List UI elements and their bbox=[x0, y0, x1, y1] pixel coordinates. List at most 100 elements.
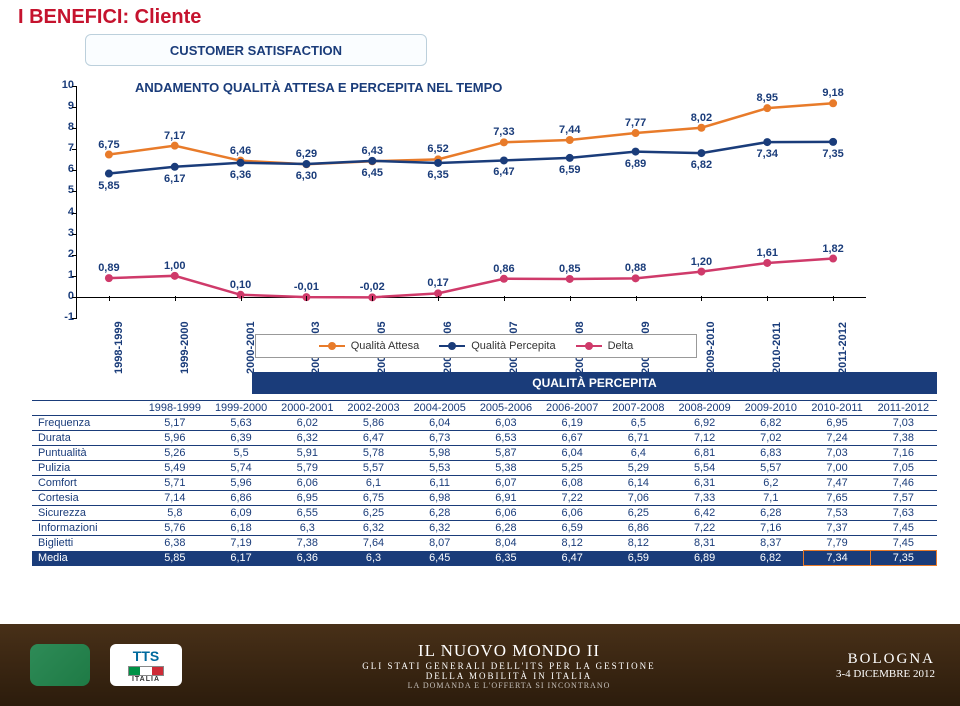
point-label: 6,75 bbox=[91, 139, 127, 151]
x-tick-mark bbox=[109, 296, 110, 301]
table-header-row: 1998-19991999-20002000-20012002-20032004… bbox=[32, 401, 937, 416]
y-tick-mark bbox=[72, 107, 77, 108]
point-label: 6,17 bbox=[157, 173, 193, 185]
series-marker bbox=[697, 149, 705, 157]
table-cell: 7,00 bbox=[804, 461, 870, 476]
table-cell: 6,98 bbox=[407, 491, 473, 506]
footer-center: IL NUOVO MONDO II GLI STATI GENERALI DEL… bbox=[182, 641, 836, 690]
subtitle: CUSTOMER SATISFACTION bbox=[170, 43, 342, 58]
y-tick-label: 7 bbox=[38, 142, 74, 154]
table-cell: 7,53 bbox=[804, 506, 870, 521]
point-label: -0,01 bbox=[288, 281, 324, 293]
media-cell: 6,36 bbox=[274, 551, 340, 566]
table-cell: 6,19 bbox=[539, 416, 605, 431]
column-header: 2008-2009 bbox=[671, 401, 737, 416]
table-title-band: QUALITÀ PERCEPITA bbox=[252, 372, 937, 394]
y-tick-label: 10 bbox=[38, 79, 74, 91]
table-cell: 7,47 bbox=[804, 476, 870, 491]
table-cell: 5,87 bbox=[473, 446, 539, 461]
series-marker bbox=[105, 170, 113, 178]
table-cell: 6,92 bbox=[671, 416, 737, 431]
x-tick-mark bbox=[570, 296, 571, 301]
flag-green bbox=[129, 667, 140, 675]
table-cell: 6,28 bbox=[738, 506, 804, 521]
table-cell: 6,42 bbox=[671, 506, 737, 521]
table-cell: 6,06 bbox=[539, 506, 605, 521]
table-cell: 6,86 bbox=[605, 521, 671, 536]
table-cell: 6,55 bbox=[274, 506, 340, 521]
y-tick-label: 3 bbox=[38, 227, 74, 239]
y-tick-mark bbox=[72, 149, 77, 150]
row-label: Durata bbox=[32, 431, 142, 446]
y-tick-label: 8 bbox=[38, 121, 74, 133]
table-cell: 6,59 bbox=[539, 521, 605, 536]
series-marker bbox=[500, 138, 508, 146]
y-tick-mark bbox=[72, 276, 77, 277]
table-cell: 7,45 bbox=[870, 536, 936, 551]
table-cell: 6,71 bbox=[605, 431, 671, 446]
table-cell: 5,98 bbox=[407, 446, 473, 461]
table-cell: 6,06 bbox=[473, 506, 539, 521]
footer-banner: TTS ITALIA IL NUOVO MONDO II GLI STATI G… bbox=[0, 624, 960, 706]
table-cell: 7,33 bbox=[671, 491, 737, 506]
footer-city: BOLOGNA bbox=[836, 651, 935, 668]
y-tick-label: -1 bbox=[38, 311, 74, 323]
column-header: 2002-2003 bbox=[340, 401, 406, 416]
media-cell: 5,85 bbox=[142, 551, 208, 566]
y-tick-mark bbox=[72, 213, 77, 214]
point-label: 6,82 bbox=[683, 159, 719, 171]
point-label: 7,33 bbox=[486, 126, 522, 138]
table-cell: 7,38 bbox=[274, 536, 340, 551]
row-label: Biglietti bbox=[32, 536, 142, 551]
point-label: 0,86 bbox=[486, 263, 522, 275]
table-row: Frequenza5,175,636,025,866,046,036,196,5… bbox=[32, 416, 937, 431]
table-row: Biglietti6,387,197,387,648,078,048,128,1… bbox=[32, 536, 937, 551]
media-cell: 6,3 bbox=[340, 551, 406, 566]
quality-table: QUALITÀ PERCEPITA 1998-19991999-20002000… bbox=[32, 372, 937, 566]
table-cell: 6,06 bbox=[274, 476, 340, 491]
row-label: Sicurezza bbox=[32, 506, 142, 521]
point-label: 1,61 bbox=[749, 247, 785, 259]
y-tick-mark bbox=[72, 297, 77, 298]
x-tick-mark bbox=[438, 296, 439, 301]
point-label: 6,30 bbox=[288, 170, 324, 182]
table-cell: 5,91 bbox=[274, 446, 340, 461]
series-marker bbox=[829, 255, 837, 263]
point-label: 1,82 bbox=[815, 243, 851, 255]
category-label: 2010-2011 bbox=[771, 322, 783, 374]
series-marker bbox=[500, 156, 508, 164]
table-cell: 7,22 bbox=[539, 491, 605, 506]
table-cell: 5,49 bbox=[142, 461, 208, 476]
x-tick-mark bbox=[241, 296, 242, 301]
table-cell: 5,79 bbox=[274, 461, 340, 476]
y-tick-label: 4 bbox=[38, 206, 74, 218]
table-cell: 7,06 bbox=[605, 491, 671, 506]
point-label: 5,85 bbox=[91, 180, 127, 192]
table-cell: 6,38 bbox=[142, 536, 208, 551]
table-cell: 6,09 bbox=[208, 506, 274, 521]
point-label: 0,89 bbox=[91, 262, 127, 274]
point-label: 7,34 bbox=[749, 148, 785, 160]
table-cell: 6,31 bbox=[671, 476, 737, 491]
series-marker bbox=[566, 136, 574, 144]
series-marker bbox=[632, 148, 640, 156]
table-cell: 6,11 bbox=[407, 476, 473, 491]
table-cell: 7,22 bbox=[671, 521, 737, 536]
column-header: 2006-2007 bbox=[539, 401, 605, 416]
table-cell: 6,4 bbox=[605, 446, 671, 461]
point-label: 6,52 bbox=[420, 143, 456, 155]
x-tick-mark bbox=[504, 296, 505, 301]
legend-label: Delta bbox=[608, 340, 634, 352]
table-cell: 7,37 bbox=[804, 521, 870, 536]
point-label: 6,35 bbox=[420, 169, 456, 181]
table-cell: 5,38 bbox=[473, 461, 539, 476]
table-cell: 6,3 bbox=[274, 521, 340, 536]
table-cell: 6,75 bbox=[340, 491, 406, 506]
footer-date: 3-4 DICEMBRE 2012 bbox=[836, 668, 935, 680]
y-tick-label: 6 bbox=[38, 163, 74, 175]
table-cell: 6,03 bbox=[473, 416, 539, 431]
table-cell: 6,81 bbox=[671, 446, 737, 461]
column-header: 2005-2006 bbox=[473, 401, 539, 416]
table-cell: 7,38 bbox=[870, 431, 936, 446]
series-marker bbox=[302, 160, 310, 168]
